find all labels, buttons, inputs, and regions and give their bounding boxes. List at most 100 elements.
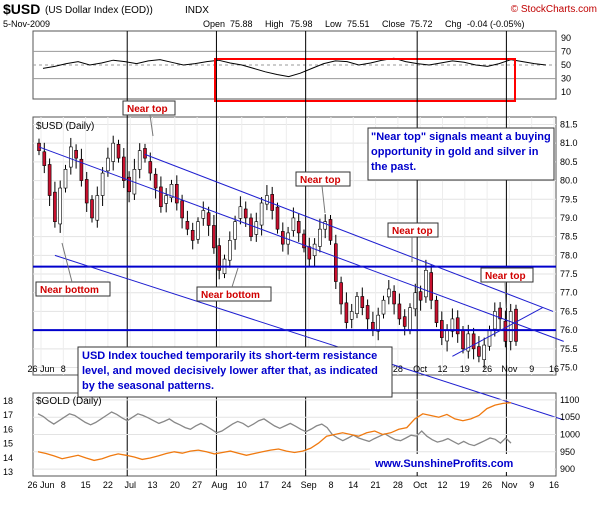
gold-xtick-label: 21 (371, 480, 381, 490)
gold-xtick-label: 13 (148, 480, 158, 490)
candle-body (265, 195, 269, 205)
gold-xtick-label: 8 (328, 480, 333, 490)
candle-body (466, 333, 471, 352)
comment-text: USD Index touched temporarily its short-… (82, 350, 378, 392)
price-candle (471, 327, 476, 360)
near-bottom-label-2: Near bottom (196, 286, 272, 302)
near-top-label-4: Near top (480, 267, 534, 283)
price-tick-label: 80.5 (560, 157, 578, 167)
svg-text:Near top: Near top (127, 104, 168, 115)
price-candle (318, 218, 322, 253)
price-candle (365, 299, 370, 330)
price-candle (111, 135, 115, 171)
symbol-title: $USD (3, 1, 40, 17)
gold-xtick-label: 19 (460, 480, 470, 490)
candle-body (169, 184, 174, 199)
price-candle (228, 231, 232, 268)
price-candle (42, 142, 47, 174)
gold-xtick-label: 17 (259, 480, 269, 490)
stockcharts-watermark: © StockCharts.com (511, 4, 597, 15)
candle-body (58, 187, 63, 225)
gold-left-tick: 17 (3, 410, 13, 420)
candle-body (492, 311, 497, 330)
gold-xtick-label: 22 (103, 480, 113, 490)
candle-body (439, 320, 444, 338)
close-label: Close (382, 19, 405, 29)
price-candle (333, 234, 338, 289)
price-candle (159, 176, 163, 213)
price-tick-label: 76.5 (560, 306, 578, 316)
svg-text:Near bottom: Near bottom (40, 285, 99, 296)
price-candle (185, 210, 190, 236)
candle-body (143, 148, 147, 159)
price-xtick-label: 16 (549, 364, 559, 374)
gold-xtick-label: 28 (393, 480, 403, 490)
indicator-tick-label: 70 (561, 46, 571, 56)
candle-body (233, 221, 237, 240)
candle-body (386, 288, 391, 298)
price-candle (127, 171, 131, 203)
price-candle (79, 148, 84, 187)
candle-body (127, 176, 131, 193)
price-tick-label: 78.5 (560, 232, 578, 242)
candle-body (79, 158, 84, 181)
candle-body (445, 329, 449, 342)
price-candle (344, 292, 349, 329)
price-candle (434, 295, 439, 328)
price-candle (95, 186, 100, 228)
svg-text:Near top: Near top (485, 271, 526, 282)
candle-body (413, 292, 418, 310)
candle-body (408, 307, 412, 331)
indicator-highlight-box (214, 58, 516, 102)
candle-body (159, 186, 163, 208)
chg-value: -0.04 (-0.05%) (467, 19, 525, 29)
gold-right-tick: 950 (560, 447, 575, 457)
price-candle (53, 181, 57, 228)
gold-xtick-label: 10 (237, 480, 247, 490)
candle-body (349, 311, 354, 320)
price-candle (122, 148, 126, 189)
gold-xtick-label: 24 (281, 480, 291, 490)
exchange-label: INDX (185, 5, 209, 16)
gold-xtick-label: 16 (549, 480, 559, 490)
price-candle (296, 213, 301, 242)
gold-xtick-label: Oct (413, 480, 428, 490)
price-candle (243, 201, 248, 227)
candle-body (503, 320, 508, 342)
price-xtick-label: Nov (501, 364, 518, 374)
candle-body (180, 200, 184, 219)
candle-body (228, 240, 232, 261)
candle-body (84, 179, 89, 204)
trendline (452, 307, 543, 357)
price-candle (190, 222, 195, 250)
candle-body (328, 219, 333, 241)
price-xtick-label: 12 (437, 364, 447, 374)
price-candle (302, 229, 306, 253)
price-candle (392, 285, 396, 315)
price-candle (418, 285, 423, 311)
price-candle (439, 311, 444, 346)
price-candle (265, 185, 269, 211)
price-candle (212, 214, 216, 254)
candle-body (259, 202, 264, 226)
date-label: 5-Nov-2009 (3, 19, 50, 29)
candle-body (418, 291, 423, 301)
candle-body (429, 272, 434, 301)
candle-body (291, 217, 296, 231)
price-candle (360, 287, 365, 316)
candle-body (508, 311, 513, 342)
gold-xtick-label: Nov (501, 480, 518, 490)
gold-left-tick: 15 (3, 439, 13, 449)
price-candle (63, 164, 68, 193)
candle-body (376, 314, 381, 332)
price-tick-label: 80.0 (560, 176, 578, 186)
candle-body (296, 221, 301, 234)
price-candle (413, 283, 418, 317)
price-candle (498, 302, 502, 330)
gold-left-tick: 16 (3, 424, 13, 434)
price-candle (100, 167, 105, 206)
candle-body (381, 299, 386, 315)
price-candle (58, 180, 63, 233)
